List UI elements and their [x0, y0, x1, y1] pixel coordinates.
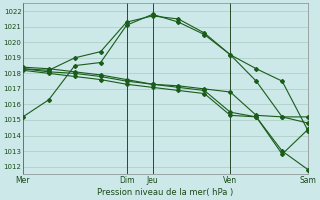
- X-axis label: Pression niveau de la mer( hPa ): Pression niveau de la mer( hPa ): [97, 188, 234, 197]
